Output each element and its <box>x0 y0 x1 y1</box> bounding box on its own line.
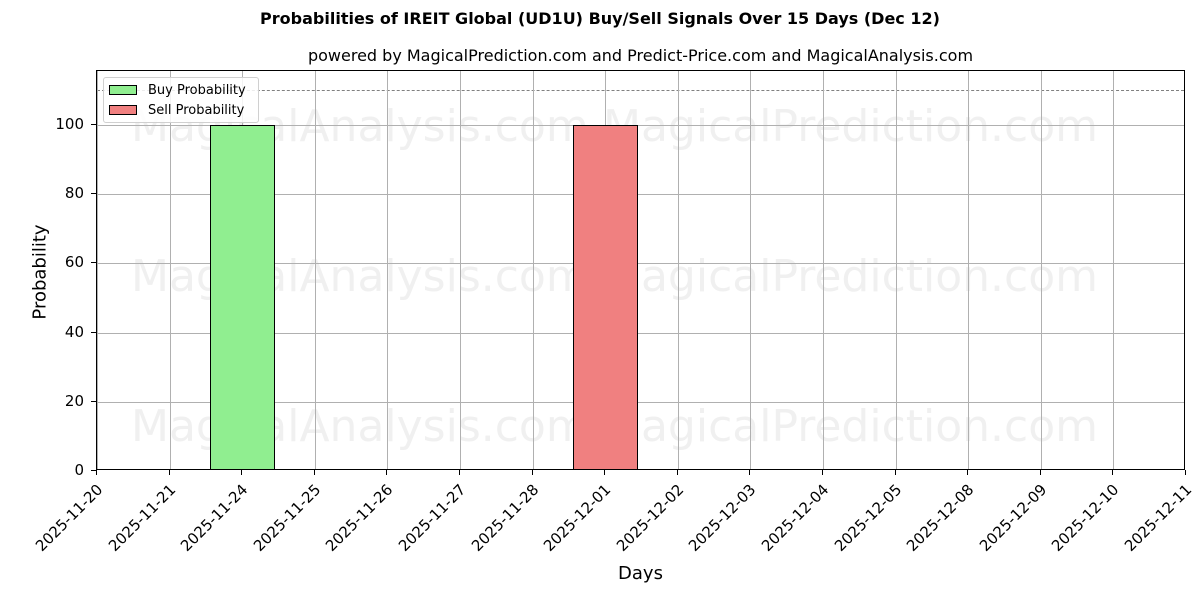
x-tick <box>894 470 896 475</box>
grid-line-v <box>314 71 316 469</box>
y-tick <box>91 400 96 402</box>
y-tick <box>91 193 96 195</box>
grid-line-h <box>97 263 1184 265</box>
x-tick <box>168 470 170 475</box>
buy-swatch-icon <box>109 85 137 95</box>
x-tick-label: 2025-11-28 <box>467 480 542 556</box>
sell-probability-bar <box>572 124 638 469</box>
x-axis-title: Days <box>618 563 663 584</box>
threshold-line <box>97 90 1184 92</box>
x-tick <box>96 470 97 475</box>
x-tick <box>241 470 243 475</box>
chart-title: Probabilities of IREIT Global (UD1U) Buy… <box>260 9 940 28</box>
x-tick <box>459 470 460 475</box>
x-tick-label: 2025-11-25 <box>249 480 325 556</box>
y-tick-label: 0 <box>74 461 84 479</box>
x-tick <box>749 470 751 475</box>
y-tick <box>91 470 96 471</box>
grid-line-h <box>97 124 1184 126</box>
watermark: MagicalAnalysis.com <box>131 251 589 302</box>
legend-item-buy: Buy Probability <box>109 82 246 98</box>
x-tick <box>676 470 678 475</box>
x-tick-label: 2025-11-20 <box>31 480 107 556</box>
grid-line-h <box>97 332 1184 334</box>
x-tick <box>531 470 533 475</box>
x-tick-label: 2025-12-04 <box>757 480 833 556</box>
y-tick-label: 40 <box>64 322 84 341</box>
legend: Buy Probability Sell Probability <box>103 77 259 123</box>
x-tick-label: 2025-12-08 <box>903 480 978 556</box>
x-tick-label: 2025-12-09 <box>975 480 1051 556</box>
x-tick <box>1112 470 1114 475</box>
plot-area: MagicalAnalysis.com MagicalPrediction.com… <box>96 70 1185 470</box>
x-tick-label: 2025-12-03 <box>685 480 760 556</box>
grid-line-v <box>532 71 534 469</box>
x-tick <box>313 470 315 475</box>
x-tick-label: 2025-12-01 <box>540 480 615 556</box>
y-tick <box>91 331 96 333</box>
x-tick-label: 2025-12-10 <box>1048 480 1123 556</box>
grid-line-v <box>823 71 824 469</box>
y-tick-label: 60 <box>64 253 84 272</box>
grid-line-v <box>677 71 679 469</box>
grid-line-h <box>97 194 1184 196</box>
x-tick-label: 2025-12-11 <box>1120 480 1196 556</box>
y-tick-label: 80 <box>64 184 84 203</box>
x-tick <box>604 470 606 475</box>
x-tick <box>1039 470 1041 475</box>
legend-item-sell: Sell Probability <box>109 102 244 118</box>
x-tick-label: 2025-11-21 <box>104 480 179 556</box>
y-tick-label: 100 <box>55 114 84 133</box>
x-tick <box>1185 470 1186 475</box>
x-tick-label: 2025-12-05 <box>830 480 905 556</box>
x-tick <box>967 470 969 475</box>
buy-probability-bar <box>209 124 275 469</box>
grid-line-v <box>1113 71 1115 469</box>
grid-line-v <box>387 71 389 469</box>
sell-swatch-icon <box>109 105 137 115</box>
y-axis-title: Probability <box>29 224 51 320</box>
grid-line-v <box>460 71 461 469</box>
y-tick <box>91 262 96 264</box>
x-tick-label: 2025-11-24 <box>177 480 252 556</box>
y-tick <box>91 123 96 125</box>
x-tick <box>822 470 823 475</box>
x-tick-label: 2025-11-27 <box>394 480 470 556</box>
grid-line-v <box>750 71 752 469</box>
grid-line-v <box>1040 71 1042 469</box>
x-tick <box>386 470 388 475</box>
x-tick-label: 2025-12-02 <box>612 480 688 556</box>
grid-line-v <box>895 71 897 469</box>
y-tick-label: 20 <box>64 391 84 410</box>
x-tick-label: 2025-11-26 <box>322 480 397 556</box>
watermark: MagicalAnalysis.com <box>131 401 589 452</box>
grid-line-h <box>97 401 1184 403</box>
grid-line-v <box>169 71 171 469</box>
chart-subtitle: powered by MagicalPrediction.com and Pre… <box>307 46 974 65</box>
legend-label-sell: Sell Probability <box>148 102 245 118</box>
legend-label-buy: Buy Probability <box>148 82 246 98</box>
grid-line-v <box>97 71 98 469</box>
grid-line-v <box>968 71 970 469</box>
